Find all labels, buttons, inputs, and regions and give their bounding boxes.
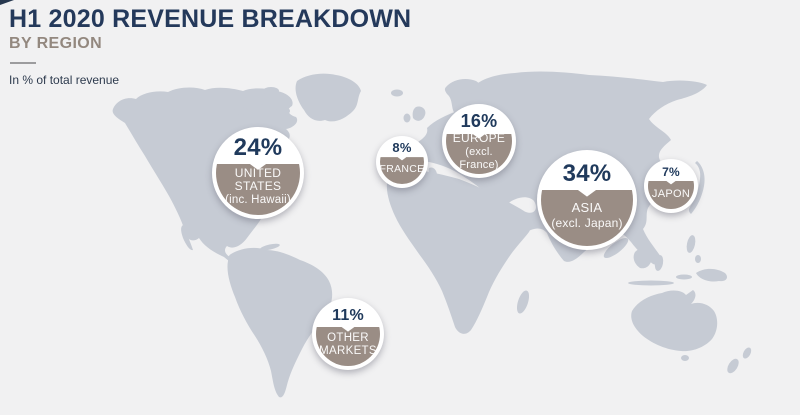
island-uk [412,106,426,121]
region-bubble-united-states: 24% UNITED STATES (inc. Hawaii) [212,127,304,219]
island-iceland [391,89,403,97]
island-philippines [686,235,696,253]
region-bubble-europe: 16% EUROPE (excl. France) [442,104,516,178]
island-sulawesi [654,255,664,271]
island-new-zealand-south [727,358,739,374]
bubble-fill: JAPON [648,180,694,209]
continent-australia [631,290,718,352]
island-philippines [695,255,701,263]
page-subtitle: BY REGION [9,34,103,52]
japan-archipelago [688,161,705,214]
island-new-zealand-north [742,347,752,359]
bubble-fill: ASIA (excl. Japan) [541,189,633,246]
bubble-percent: 34% [562,159,612,187]
island-greenland [295,73,361,122]
bubble-percent: 7% [662,164,680,179]
bubble-fill: FRANCE [380,157,424,184]
bubble-fill: OTHER MARKETS [316,326,380,366]
arctic-island [243,96,265,106]
bubble-fill: UNITED STATES (inc. Hawaii) [216,163,300,215]
corner-mark [0,0,14,5]
bubble-inner: 24% UNITED STATES (inc. Hawaii) [216,131,300,215]
arctic-island [263,87,279,95]
title-divider [10,62,36,65]
island-new-guinea [696,268,727,282]
continent-south-america [227,247,333,398]
bubble-percent: 16% [460,110,498,131]
region-bubble-other-markets: 11% OTHER MARKETS [312,298,384,370]
continent-africa [386,169,532,334]
bubble-sublabel: (excl. France) [459,145,499,172]
bubble-label: ASIA [571,199,603,215]
island-tasmania [681,355,689,361]
bubble-label: FRANCE [380,163,424,176]
bubble-label: UNITED STATES [234,165,282,194]
bubble-inner: 34% ASIA (excl. Japan) [541,154,633,246]
bubble-label: EUROPE [452,131,506,146]
world-map [112,71,752,398]
page-title: H1 2020 REVENUE BREAKDOWN [9,5,412,33]
island-cuba [260,243,280,251]
island-java [628,280,674,286]
bubble-sublabel: (inc. Hawaii) [225,194,291,207]
bubble-inner: 11% OTHER MARKETS [316,302,380,366]
caption: In % of total revenue [9,73,120,88]
bubble-percent: 24% [233,133,283,161]
bubble-percent: 8% [392,140,412,156]
arctic-island [276,107,290,115]
bubble-fill: EUROPE (excl. France) [446,131,512,174]
header: H1 2020 REVENUE BREAKDOWN BY REGION In %… [9,5,411,87]
bubble-inner: 7% JAPON [648,163,694,209]
arctic-island [234,107,248,115]
island-sunda [676,274,692,280]
bubble-inner: 8% FRANCE [380,140,424,184]
island-ireland [403,113,411,123]
bubble-sublabel: (excl. Japan) [551,215,623,230]
island-borneo [633,248,653,269]
region-bubble-asia: 34% ASIA (excl. Japan) [537,150,637,250]
baja-california [181,225,193,251]
bubble-percent: 11% [332,306,364,324]
region-bubble-france: 8% FRANCE [376,136,428,188]
region-bubble-japan: 7% JAPON [644,159,698,213]
bubble-label: OTHER MARKETS [319,331,377,357]
bubble-label: JAPON [651,187,691,200]
bubble-inner: 16% EUROPE (excl. France) [446,108,512,174]
island-madagascar [516,290,530,314]
